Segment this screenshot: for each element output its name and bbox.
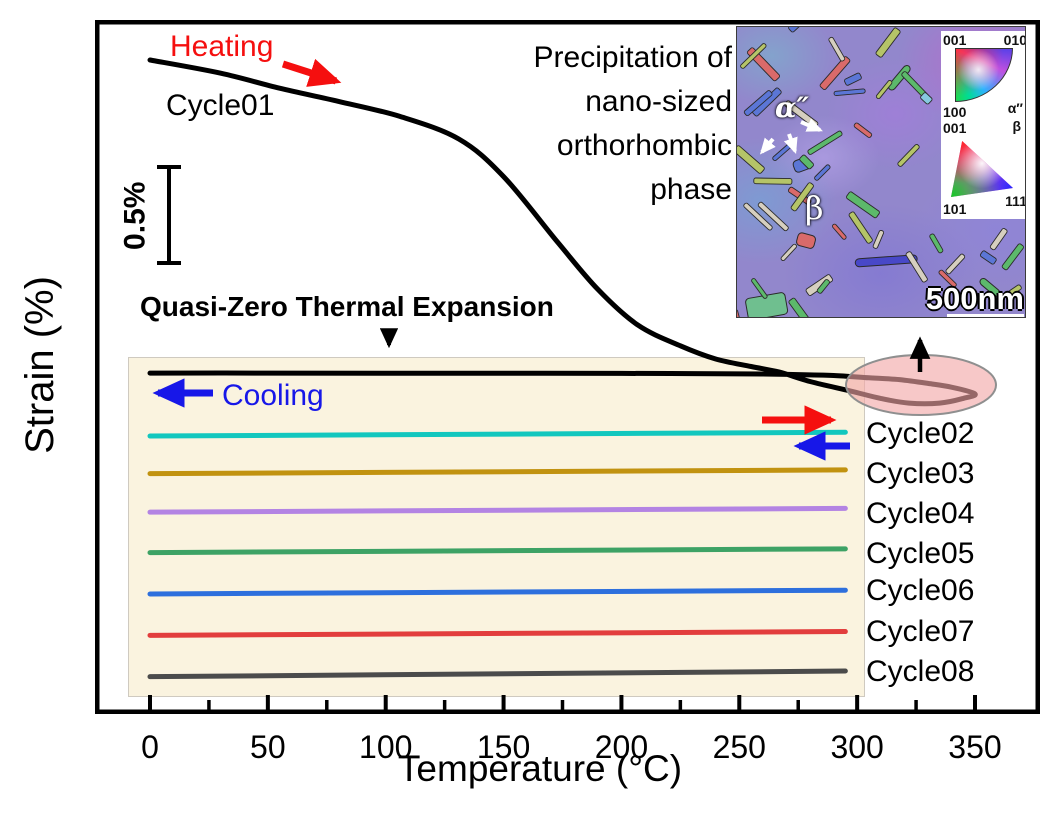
x-tick-label: 300 — [830, 729, 883, 765]
x-axis-ticks: 0 50 100 150 200 250 300 350 — [141, 695, 1002, 765]
precipitate — [753, 177, 793, 185]
alpha-phase-label: α″ — [775, 91, 810, 124]
precipitate — [740, 43, 767, 69]
precipitate — [816, 279, 830, 294]
inset-caption: Precipitation of nano-sized orthorhombic… — [533, 41, 732, 206]
cycle07-line — [147, 629, 848, 638]
precipitate — [751, 278, 768, 299]
cycle02-line — [147, 429, 848, 439]
x-tick-label: 50 — [250, 729, 286, 765]
precipitate — [853, 122, 873, 138]
precipitate — [989, 228, 1008, 251]
precipitate — [743, 90, 773, 117]
precipitate — [854, 254, 918, 268]
ipf-triangle-cubic — [951, 141, 1013, 197]
precipitate — [807, 130, 843, 155]
y-axis-label: Strain (%) — [18, 276, 62, 454]
ipf-phase-beta: β — [1012, 118, 1021, 134]
strain-scale-bar — [157, 165, 181, 265]
precipitate — [814, 164, 831, 181]
heating-label: Heating — [170, 30, 274, 63]
cycle-label: Cycle03 — [866, 457, 975, 490]
ipf-label-100: 100 — [943, 104, 967, 120]
inset-scale-text: 500nm — [925, 281, 1024, 316]
precipitate — [844, 72, 862, 86]
precipitate — [796, 232, 816, 249]
ipf-label-010: 010 — [1003, 32, 1026, 48]
precipitate — [788, 27, 815, 33]
ipf-label-001-bottom: 001 — [943, 120, 967, 136]
x-tick-label: 0 — [141, 729, 159, 765]
precipitate — [743, 202, 773, 231]
alpha-pointer-arrows-icon — [759, 118, 823, 155]
x-tick-label: 250 — [713, 729, 766, 765]
precipitate — [848, 211, 873, 244]
x-tick-label: 100 — [359, 729, 412, 765]
precipitate — [1006, 284, 1022, 297]
cycle-label: Cycle07 — [866, 615, 975, 648]
cycle05-line — [147, 546, 848, 556]
quasi-zero-region-box — [128, 357, 865, 697]
precipitate — [799, 154, 814, 170]
precipitate — [788, 297, 810, 317]
cycle-label: Cycle02 — [866, 417, 975, 450]
precipitate — [897, 144, 920, 167]
precipitate — [920, 92, 933, 105]
precipitate — [828, 36, 846, 62]
scale-bar-label: 0.5% — [118, 181, 152, 250]
ipf-label-101: 101 — [943, 201, 967, 217]
precipitate — [780, 243, 797, 261]
ipf-legend-panel: 001 010 100 α″ 001 β 101 111 — [941, 31, 1026, 219]
cycle06-line — [147, 587, 848, 597]
x-tick-label: 200 — [595, 729, 648, 765]
cycle-label: Cycle08 — [866, 655, 975, 688]
precipitate — [929, 233, 944, 254]
data-series-layer — [147, 57, 978, 680]
ipf-label-111: 111 — [1005, 193, 1026, 209]
cycle08-line — [147, 668, 848, 680]
heating-arrow-icon — [281, 58, 342, 87]
precipitate — [833, 88, 866, 97]
inset-scale-bar — [947, 314, 1024, 317]
precipitate — [979, 278, 1001, 297]
precipitate — [938, 269, 957, 288]
precipitate — [757, 201, 789, 232]
ipf-phase-alpha: α″ — [1007, 100, 1023, 116]
precipitate-laths — [737, 27, 1024, 317]
precipitate — [875, 27, 901, 58]
x-tick-label: 150 — [477, 729, 530, 765]
precipitate — [979, 250, 997, 265]
precipitate — [872, 229, 885, 249]
plot-border — [95, 20, 1040, 714]
precipitate — [875, 80, 893, 100]
cycle04-line — [147, 505, 848, 515]
precipitate — [846, 191, 880, 219]
alpha-arrows-layer — [759, 118, 823, 155]
x-tick-label: 350 — [948, 729, 1001, 765]
cycle-label: Cycle06 — [866, 574, 975, 607]
precipitate — [945, 253, 966, 275]
precipitate — [819, 56, 851, 90]
precipitate — [790, 182, 814, 212]
cycle-label: Cycle05 — [866, 537, 975, 570]
ipf-label-001-top: 001 — [943, 32, 967, 48]
precipitate — [905, 251, 928, 283]
ebsd-map-image: α″ β 500nm 001 010 100 α″ 001 β 101 111 — [736, 26, 1026, 318]
precipitate — [832, 223, 847, 240]
x-axis-label: Temperature (°C) — [397, 748, 683, 789]
ipf-triangle-orthorhombic — [955, 48, 1013, 102]
precipitate — [737, 145, 765, 174]
cooling-label: Cooling — [222, 379, 324, 412]
cycle01-label: Cycle01 — [166, 89, 275, 122]
quasi-zero-thermal-expansion-label: Quasi-Zero Thermal Expansion — [140, 291, 554, 322]
cycle-label: Cycle04 — [866, 497, 975, 530]
precipitate — [1001, 243, 1024, 271]
beta-phase-label: β — [805, 189, 824, 227]
cycle03-line — [147, 467, 848, 477]
